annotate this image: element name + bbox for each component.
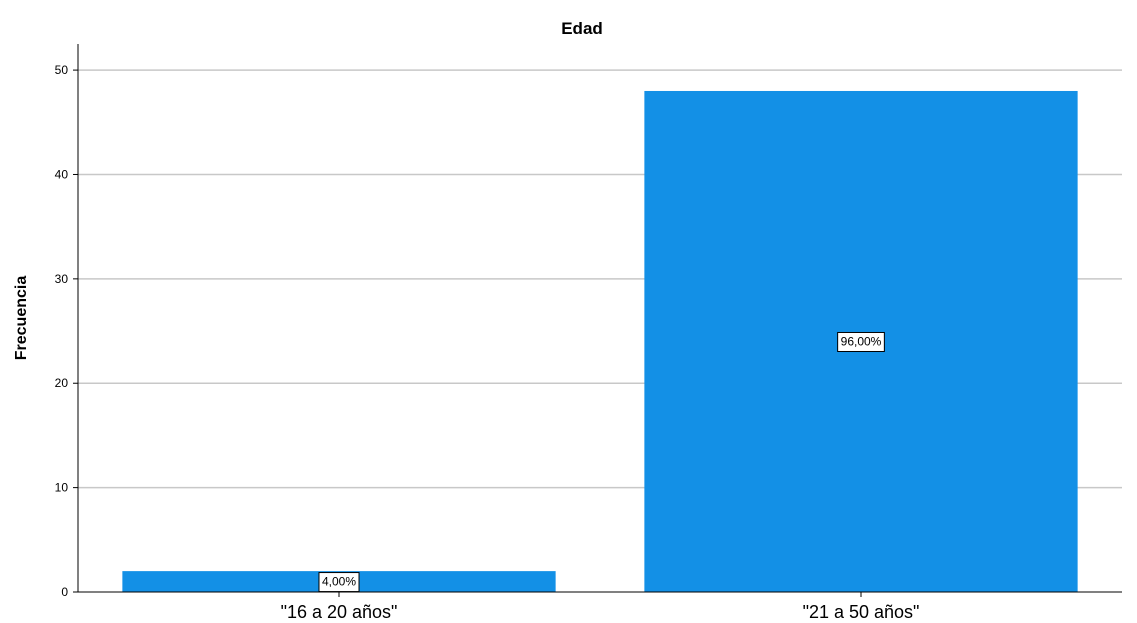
bars <box>122 90 1078 592</box>
y-tick-label: 50 <box>55 63 69 77</box>
data-label: 4,00% <box>318 572 360 593</box>
x-ticks: "16 a 20 años" "21 a 50 años" <box>281 592 920 622</box>
y-tick-label: 20 <box>55 376 69 390</box>
y-axis-label: Frecuencia <box>13 276 30 361</box>
x-tick-label: "16 a 20 años" <box>281 602 398 622</box>
data-label: 96,00% <box>837 331 885 352</box>
data-labels: 4,00% 96,00% <box>318 331 885 593</box>
chart-title: Edad <box>561 19 603 38</box>
data-label-box <box>318 572 360 593</box>
y-tick-label: 40 <box>55 167 69 181</box>
data-label-text: 4,00% <box>322 575 356 589</box>
y-tick-label: 10 <box>55 481 69 495</box>
x-tick-label: "21 a 50 años" <box>803 602 920 622</box>
data-label-box <box>837 331 885 352</box>
data-label-text: 96,00% <box>841 334 882 348</box>
y-ticks: 0 10 20 30 40 50 <box>55 63 78 599</box>
y-tick-label: 0 <box>61 585 68 599</box>
y-tick-label: 30 <box>55 272 69 286</box>
